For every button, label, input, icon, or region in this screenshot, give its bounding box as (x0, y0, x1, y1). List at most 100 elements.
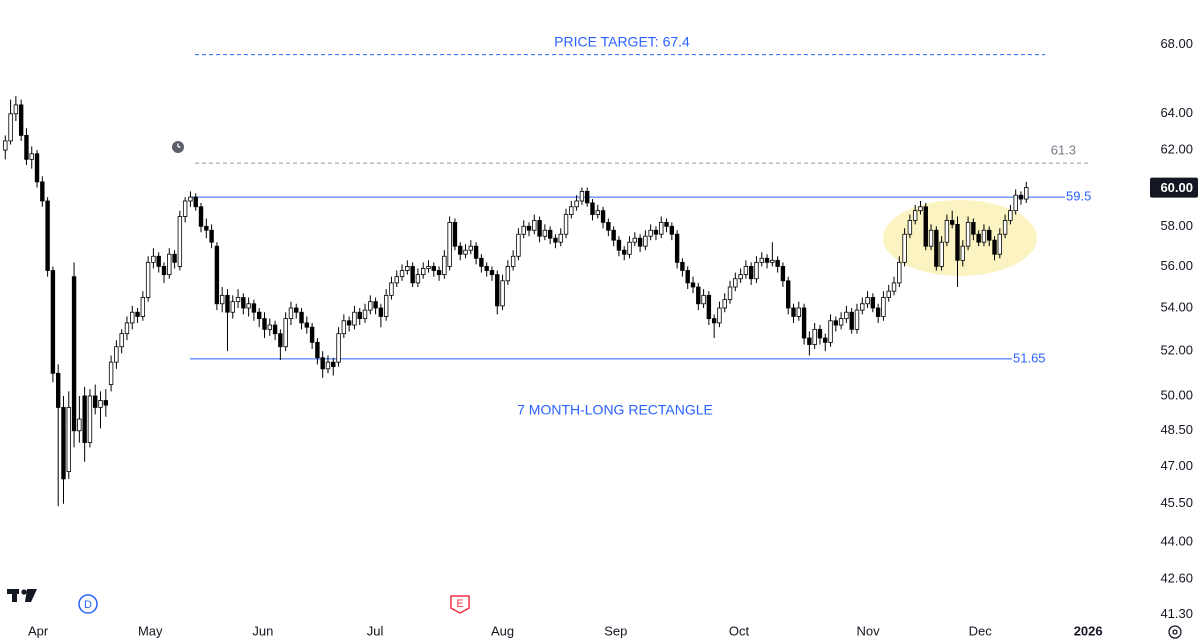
candle-body (13, 104, 19, 115)
candle-body (77, 418, 82, 432)
candle-body (235, 297, 241, 303)
candle-body (103, 400, 109, 406)
candle-body (505, 266, 511, 282)
candle-body (458, 245, 463, 255)
candle-body (637, 237, 643, 247)
candle-body (299, 311, 304, 324)
candle-body (574, 200, 579, 208)
candle-body (1024, 187, 1029, 200)
candle-body (71, 276, 77, 432)
level-label: 59.5 (1066, 189, 1091, 204)
y-tick-label: 41.30 (1160, 606, 1193, 621)
candle-body (606, 221, 611, 231)
earnings-marker[interactable] (450, 595, 470, 614)
dividend-marker-text: D (84, 599, 92, 611)
candle-body (346, 320, 352, 326)
x-tick-label: Apr (28, 623, 49, 638)
candle-body (61, 407, 66, 480)
x-tick-label: Jul (367, 623, 384, 638)
candle-body (214, 245, 220, 305)
candle-body (124, 322, 130, 335)
candle-body (764, 257, 770, 263)
candle-body (267, 324, 272, 330)
candle-body (722, 299, 727, 309)
candle-body (108, 361, 114, 385)
candle-body (50, 270, 56, 374)
candle-body (447, 221, 452, 267)
candle-body (278, 333, 283, 348)
candle-body (537, 220, 542, 237)
x-tick-label: Nov (857, 623, 881, 638)
candle-body (643, 235, 648, 247)
y-tick-label: 58.00 (1160, 218, 1193, 233)
y-tick-label: 64.00 (1160, 105, 1193, 120)
candle-body (140, 297, 146, 317)
candle-body (241, 297, 246, 309)
candle-body (542, 229, 548, 237)
candle-body (532, 220, 537, 231)
candle-body (960, 245, 965, 261)
y-tick-label: 47.00 (1160, 458, 1193, 473)
candle-body (325, 361, 331, 370)
candle-body (875, 307, 881, 317)
candle-body (849, 311, 854, 330)
x-tick-label: 2026 (1074, 623, 1103, 638)
candle-body (881, 297, 886, 317)
candle-body (304, 322, 310, 328)
candle-body (309, 326, 315, 343)
candle-body (748, 266, 754, 280)
candle-body (331, 361, 336, 368)
candle-body (955, 223, 960, 261)
candle-body (717, 307, 722, 324)
candle-body (563, 214, 569, 235)
candle-body (436, 270, 442, 276)
level-label: 61.3 (1051, 143, 1076, 158)
candle-body (569, 206, 574, 215)
candles (3, 96, 1029, 507)
candle-body (352, 311, 357, 326)
candle-body (786, 280, 791, 309)
candle-body (648, 229, 653, 237)
candle-body (812, 328, 817, 345)
logo (7, 589, 37, 602)
candle-body (193, 196, 198, 208)
candle-body (145, 261, 151, 298)
candle-body (283, 318, 288, 348)
candle-body (907, 220, 913, 235)
candle-body (912, 210, 918, 221)
candle-body (828, 320, 833, 343)
candle-body (230, 301, 235, 313)
candle-body (680, 261, 685, 271)
candle-body (854, 309, 860, 330)
candle-body (389, 282, 394, 296)
candle-body (891, 282, 897, 292)
settings-icon[interactable] (1168, 625, 1182, 639)
candle-body (807, 337, 812, 345)
candle-body (29, 153, 34, 160)
candle-body (452, 221, 458, 247)
candle-body (410, 266, 415, 284)
candle-body (902, 233, 907, 263)
candle-body (547, 229, 553, 239)
candle-body (320, 357, 325, 370)
candle-body (796, 307, 801, 317)
candle-body (833, 320, 839, 326)
candle-body (659, 221, 664, 235)
dividend-marker[interactable] (78, 594, 98, 614)
candle-body (442, 255, 447, 276)
candle-body (341, 320, 347, 335)
candle-body (611, 229, 616, 241)
y-tick-label: 56.00 (1160, 258, 1193, 273)
candle-body (383, 294, 389, 317)
candle-body (495, 274, 500, 307)
y-tick-label: 42.60 (1160, 570, 1193, 585)
candle-body (431, 266, 436, 271)
candle-body (770, 259, 775, 263)
candle-body (759, 257, 764, 263)
candle-body (664, 221, 669, 227)
candle-body (526, 225, 532, 231)
candle-body (965, 221, 971, 247)
candle-body (40, 181, 45, 202)
candle-body (521, 225, 526, 235)
